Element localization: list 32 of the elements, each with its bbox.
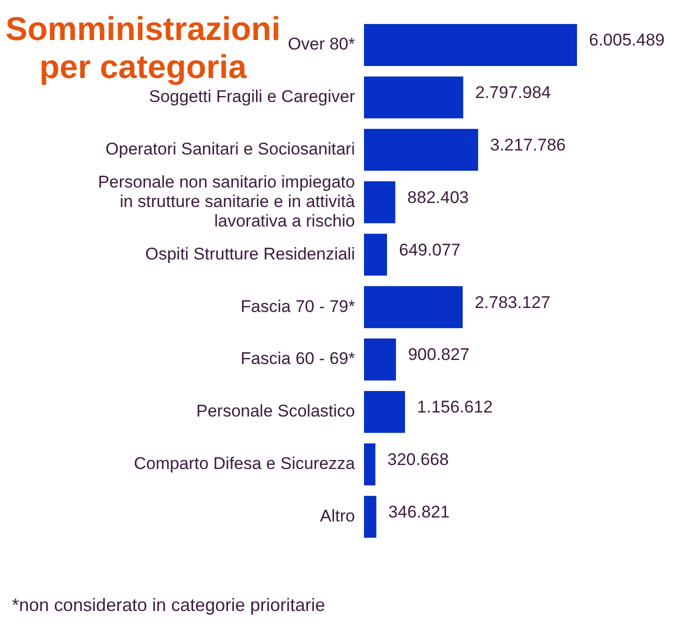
y-tick-label: Personale non sanitario impiegato in strutture sanitarie e in attività lavorativa a rischio [98, 172, 356, 230]
bar [364, 286, 463, 328]
data-label: 6.005.489 [589, 30, 665, 50]
y-tick-label: Personale Scolastico [196, 402, 355, 421]
data-label: 882.403 [407, 188, 469, 207]
bar [364, 338, 396, 380]
y-tick-label: Comparto Difesa e Sicurezza [134, 454, 356, 474]
data-label: 1.156.612 [417, 398, 493, 417]
bar [364, 76, 464, 118]
bar [364, 128, 478, 171]
bar [364, 390, 406, 433]
bar [364, 234, 388, 276]
y-tick-label: Fascia 70 - 79* [240, 296, 356, 316]
data-label: 649.077 [399, 240, 460, 260]
data-label: 3.217.786 [490, 136, 566, 155]
y-tick-label: Ospiti Strutture Residenziali [145, 244, 355, 264]
data-label: 2.797.984 [475, 83, 551, 102]
data-label: 2.783.127 [474, 292, 550, 312]
bar [364, 443, 376, 486]
data-label: 320.668 [387, 450, 449, 470]
y-tick-label: Soggetti Fragili e Caregiver [149, 87, 356, 106]
y-tick-label: Altro [320, 506, 355, 526]
bar [364, 181, 396, 224]
y-tick-label: Over 80* [288, 34, 356, 54]
bar [364, 496, 376, 538]
chart-title: Somministrazioni per categoria [4, 10, 282, 86]
data-label: 346.821 [388, 502, 450, 522]
bar [364, 24, 577, 66]
y-tick-label: Operatori Sanitari e Sociosanitari [106, 140, 355, 159]
text: *non considerato in categorie prioritarie [12, 595, 326, 616]
data-label: 900.827 [408, 345, 470, 364]
y-tick-label: Fascia 60 - 69* [240, 349, 356, 368]
